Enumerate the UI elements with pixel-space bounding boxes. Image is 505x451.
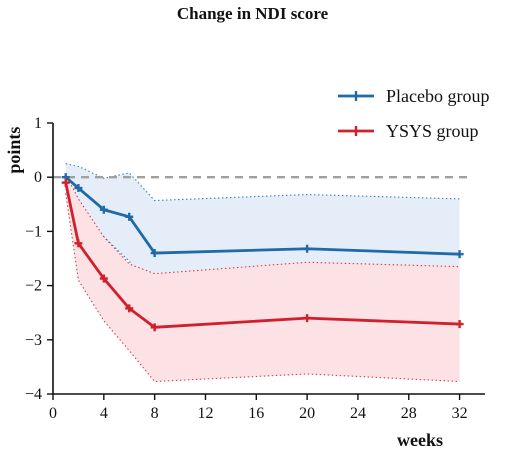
- x-tick-label: 12: [197, 405, 213, 422]
- confidence-bands: [65, 163, 460, 383]
- y-tick-label: −4: [25, 386, 42, 403]
- legend-label-1: YSYS group: [386, 121, 479, 141]
- x-tick-label: 4: [100, 405, 108, 422]
- x-tick-label: 0: [49, 405, 57, 422]
- legend-label-0: Placebo group: [386, 86, 489, 106]
- x-tick-label: 8: [151, 405, 159, 422]
- axes: [52, 123, 485, 395]
- y-tick-label: 0: [34, 169, 42, 186]
- x-tick-label: 16: [248, 405, 264, 422]
- series-lines: [61, 173, 464, 332]
- y-tick-label: −1: [25, 223, 42, 240]
- y-tick-label: −3: [25, 332, 42, 349]
- y-tick-label: 1: [34, 115, 42, 132]
- x-tick-label: 20: [299, 405, 315, 422]
- band-upper-0: [65, 163, 460, 202]
- confidence-band-1: [65, 174, 460, 382]
- x-tick-label: 32: [452, 405, 468, 422]
- chart-title: Change in NDI score: [176, 4, 329, 23]
- x-tick-label: 28: [401, 405, 417, 422]
- legend: Placebo group YSYS group: [338, 86, 489, 141]
- y-tick-label: −2: [25, 278, 42, 295]
- x-tick-label: 24: [350, 405, 366, 422]
- axis-ticks: 1 0 −1 −2 −3 −4 0 4 8 12 16 20 24 28 32: [25, 115, 468, 422]
- y-axis-title: points: [4, 127, 24, 174]
- x-axis-title: weeks: [397, 430, 443, 450]
